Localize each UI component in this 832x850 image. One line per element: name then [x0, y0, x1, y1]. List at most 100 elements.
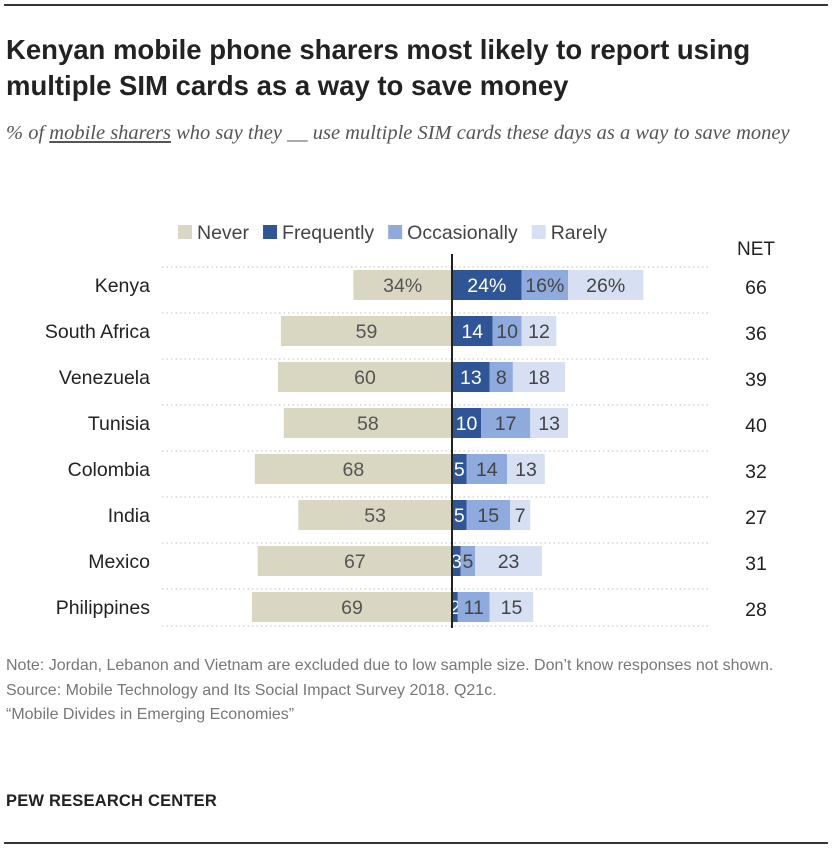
- diverging-bar-chart: Never Frequently Occasionally Rarely NET Keny…: [45, 222, 775, 628]
- bar-frequently: [452, 316, 493, 346]
- label-occasionally: 8: [496, 367, 507, 389]
- label-rarely: 7: [515, 505, 526, 527]
- bar-occasionally: [521, 270, 568, 300]
- bar-never: [278, 362, 452, 392]
- label-never: 68: [343, 459, 365, 481]
- net-value: 28: [745, 599, 767, 621]
- legend-swatch-occasionally: [388, 225, 403, 239]
- chart-title: Kenyan mobile phone sharers most likely …: [6, 34, 751, 101]
- bar-rarely: [530, 408, 568, 438]
- net-header: NET: [737, 239, 775, 260]
- legend-label-occasionally: Occasionally: [407, 222, 518, 244]
- bar-never: [280, 316, 452, 346]
- label-never: 58: [357, 413, 379, 435]
- category-label: Mexico: [88, 551, 150, 573]
- bar-rarely: [521, 316, 557, 346]
- label-rarely: 18: [528, 367, 550, 389]
- brand-label: PEW RESEARCH CENTER: [6, 792, 217, 810]
- label-never: 59: [356, 321, 378, 343]
- bar-rarely: [489, 592, 534, 622]
- bar-rarely: [510, 500, 531, 530]
- bar-occasionally: [460, 546, 476, 576]
- bar-frequently: [452, 500, 467, 530]
- category-label: Colombia: [68, 459, 151, 481]
- bar-rarely: [512, 362, 566, 392]
- label-never: 34%: [383, 275, 422, 297]
- legend-label-rarely: Rarely: [551, 222, 608, 244]
- bar-occasionally: [492, 316, 522, 346]
- label-never: 67: [344, 551, 366, 573]
- chart-subtitle: % of mobile sharers who say they __ use …: [6, 118, 826, 149]
- bar-frequently: [452, 454, 467, 484]
- bar-rarely: [475, 546, 542, 576]
- bar-occasionally: [481, 408, 531, 438]
- category-label: Philippines: [56, 597, 151, 619]
- label-rarely: 13: [515, 459, 537, 481]
- bar-never: [254, 454, 452, 484]
- bar-frequently: [452, 270, 522, 300]
- bar-frequently: [452, 408, 481, 438]
- category-label: Venezuela: [59, 367, 150, 389]
- net-value: 40: [745, 415, 767, 437]
- legend-swatch-never: [178, 225, 192, 239]
- label-occasionally: 17: [495, 413, 517, 435]
- label-occasionally: 15: [477, 505, 499, 527]
- label-never: 60: [354, 367, 376, 389]
- label-rarely: 23: [498, 551, 520, 573]
- bar-never: [257, 546, 452, 576]
- bar-occasionally: [466, 500, 510, 530]
- subtitle-suffix: who say they __ use multiple SIM cards t…: [170, 122, 790, 144]
- label-rarely: 12: [528, 321, 550, 343]
- label-frequently: 14: [461, 321, 483, 343]
- category-label: India: [108, 505, 150, 527]
- bar-never: [251, 592, 452, 622]
- label-occasionally: 5: [463, 551, 474, 573]
- subtitle-prefix: % of: [6, 122, 50, 144]
- label-rarely: 13: [538, 413, 560, 435]
- label-never: 53: [364, 505, 386, 527]
- label-frequently: 5: [454, 459, 465, 481]
- bar-rarely: [568, 270, 644, 300]
- bar-never: [283, 408, 452, 438]
- legend-swatch-rarely: [531, 225, 546, 239]
- net-value: 39: [745, 369, 767, 391]
- label-frequently: 24%: [467, 275, 506, 297]
- label-occasionally: 14: [476, 459, 498, 481]
- bar-occasionally: [457, 592, 490, 622]
- bar-frequently: [452, 592, 458, 622]
- net-value: 36: [745, 323, 767, 345]
- label-occasionally: 16%: [525, 275, 564, 297]
- bar-never: [353, 270, 452, 300]
- bar-occasionally: [489, 362, 513, 392]
- source-text: Source: Mobile Technology and Its Social…: [6, 681, 497, 699]
- bar-never: [298, 500, 452, 530]
- legend-label-never: Never: [197, 222, 250, 244]
- net-value: 66: [745, 277, 767, 299]
- label-frequently: 2: [449, 597, 460, 619]
- chart-notes: Note: Jordan, Lebanon and Vietnam are ex…: [6, 654, 826, 728]
- note-text: Note: Jordan, Lebanon and Vietnam are ex…: [6, 657, 774, 674]
- label-frequently: 3: [451, 551, 462, 573]
- category-label: South Africa: [45, 321, 150, 343]
- bar-frequently: [452, 546, 461, 576]
- label-frequently: 5: [454, 505, 465, 527]
- bottom-rule: [4, 842, 828, 844]
- bar-rarely: [507, 454, 545, 484]
- label-rarely: 15: [501, 597, 523, 619]
- label-occasionally: 11: [464, 597, 484, 619]
- top-rule: [4, 4, 828, 6]
- label-frequently: 13: [460, 367, 482, 389]
- category-label: Kenya: [95, 275, 150, 297]
- bar-occasionally: [466, 454, 508, 484]
- legend-label-frequently: Frequently: [282, 222, 374, 244]
- category-label: Tunisia: [88, 413, 150, 435]
- label-occasionally: 10: [496, 321, 518, 343]
- label-never: 69: [341, 597, 363, 619]
- subtitle-underlined: mobile sharers: [49, 122, 171, 144]
- label-frequently: 10: [456, 413, 478, 435]
- net-value: 27: [745, 507, 767, 529]
- legend-swatch-frequently: [263, 225, 278, 239]
- report-text: “Mobile Divides in Emerging Economies”: [6, 706, 295, 723]
- net-value: 32: [745, 461, 767, 483]
- label-rarely: 26%: [586, 275, 625, 297]
